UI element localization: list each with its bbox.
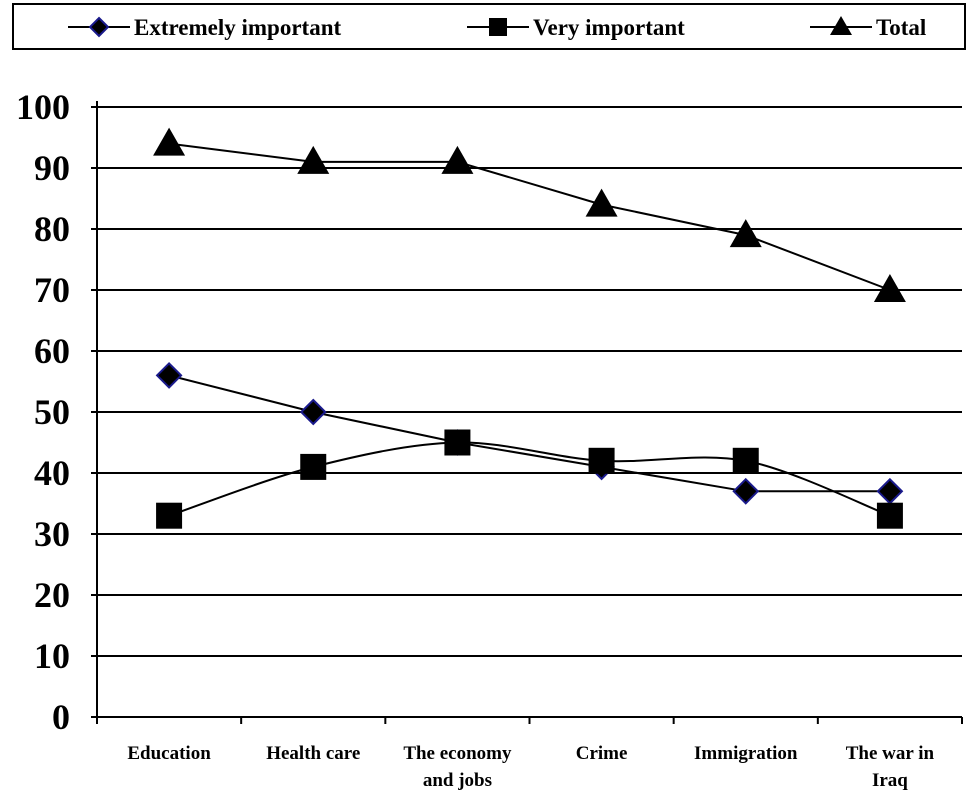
data-point (441, 145, 474, 174)
x-tick-label: Immigration (694, 743, 798, 764)
y-tick-label: 100 (16, 87, 70, 127)
legend-marker (830, 16, 852, 35)
data-point (876, 477, 904, 505)
y-tick-label: 10 (34, 636, 70, 676)
legend-marker (88, 16, 110, 38)
y-tick-label: 70 (34, 270, 70, 310)
series-0 (155, 361, 904, 505)
data-point (732, 477, 760, 505)
x-tick-label: Iraq (872, 770, 908, 791)
legend-label: Total (876, 15, 926, 40)
grid (97, 106, 962, 657)
series-line (168, 374, 890, 493)
y-axis-labels: 0 10 20 30 40 50 60 70 80 90 100 (16, 87, 70, 737)
x-tick-label: The war in (846, 743, 935, 764)
x-tick-label: The economy (403, 743, 512, 764)
data-point (155, 361, 183, 389)
x-tick-label: Education (127, 743, 211, 764)
series-1 (156, 429, 903, 529)
legend-item: Very important (467, 15, 685, 40)
data-point (873, 274, 906, 302)
data-point (299, 398, 327, 426)
series-2 (153, 127, 906, 302)
data-point (300, 453, 327, 480)
x-tick-label: Crime (576, 743, 628, 764)
axes (91, 101, 963, 724)
data-point (732, 447, 759, 474)
data-point (444, 429, 471, 456)
data-point (588, 447, 615, 474)
y-tick-label: 60 (34, 331, 70, 371)
y-tick-label: 80 (34, 209, 70, 249)
y-tick-label: 0 (52, 697, 70, 737)
legend-label: Very important (533, 15, 685, 40)
x-tick-label: and jobs (423, 770, 492, 791)
legend-marker (489, 18, 507, 36)
y-tick-label: 40 (34, 453, 70, 493)
y-tick-label: 90 (34, 148, 70, 188)
legend-item: Total (810, 15, 926, 40)
data-point (153, 127, 186, 156)
x-axis-labels: Education Health care The economy and jobs C… (127, 743, 934, 791)
legend-item: Extremely important (68, 15, 342, 40)
y-tick-label: 50 (34, 392, 70, 432)
x-tick-label: Health care (266, 743, 360, 764)
data-point (585, 188, 618, 217)
legend-label: Extremely important (134, 15, 342, 40)
y-tick-label: 20 (34, 575, 70, 615)
series-group (153, 127, 906, 529)
data-point (156, 502, 183, 529)
y-tick-label: 30 (34, 514, 70, 554)
data-point (729, 219, 762, 248)
series-line (168, 142, 891, 291)
series-line (168, 441, 891, 517)
data-point (876, 502, 903, 529)
data-point (297, 145, 330, 174)
legend: Extremely important Very important Total (12, 3, 966, 50)
